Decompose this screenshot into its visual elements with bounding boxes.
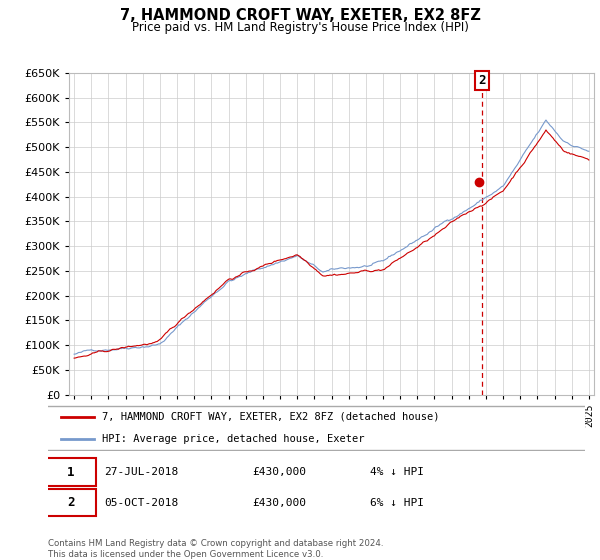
FancyBboxPatch shape [46,459,97,486]
Text: 4% ↓ HPI: 4% ↓ HPI [370,467,424,477]
Text: 7, HAMMOND CROFT WAY, EXETER, EX2 8FZ (detached house): 7, HAMMOND CROFT WAY, EXETER, EX2 8FZ (d… [102,412,439,422]
Text: Price paid vs. HM Land Registry's House Price Index (HPI): Price paid vs. HM Land Registry's House … [131,21,469,34]
Text: Contains HM Land Registry data © Crown copyright and database right 2024.
This d: Contains HM Land Registry data © Crown c… [48,539,383,559]
FancyBboxPatch shape [46,489,97,516]
Text: 2: 2 [67,496,75,510]
FancyBboxPatch shape [46,406,587,450]
Text: £430,000: £430,000 [252,498,306,508]
Text: 1: 1 [67,465,75,479]
Text: 7, HAMMOND CROFT WAY, EXETER, EX2 8FZ: 7, HAMMOND CROFT WAY, EXETER, EX2 8FZ [119,8,481,24]
Text: 2: 2 [479,74,486,87]
Text: 05-OCT-2018: 05-OCT-2018 [104,498,179,508]
Text: £430,000: £430,000 [252,467,306,477]
Text: 27-JUL-2018: 27-JUL-2018 [104,467,179,477]
Text: 6% ↓ HPI: 6% ↓ HPI [370,498,424,508]
Text: HPI: Average price, detached house, Exeter: HPI: Average price, detached house, Exet… [102,434,364,444]
